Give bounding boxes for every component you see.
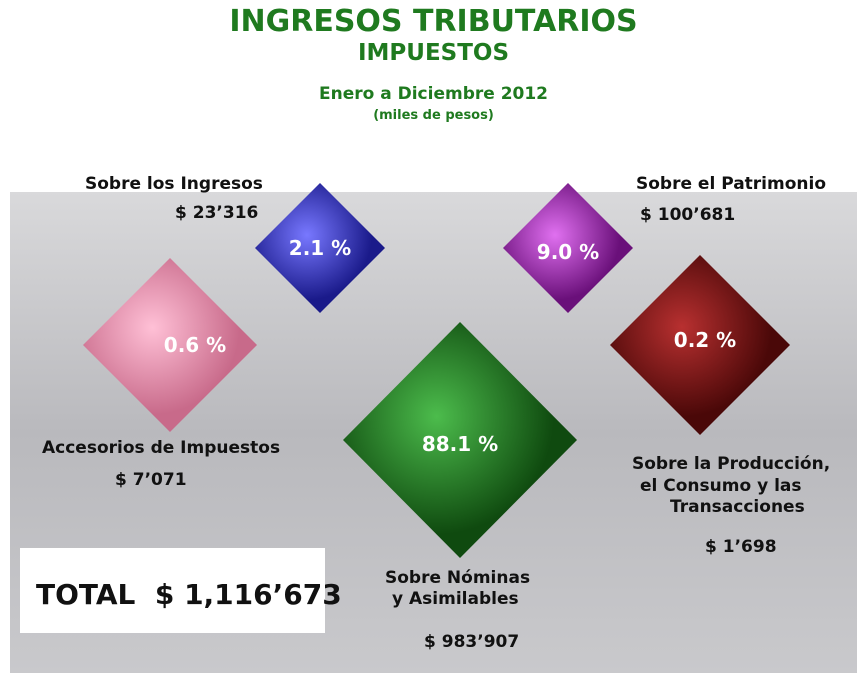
diamond: [255, 183, 385, 313]
item-name: y Asimilables: [392, 589, 519, 609]
units: (miles de pesos): [373, 108, 494, 123]
item-amount: $ 23’316: [175, 203, 259, 223]
item-amount: $ 100’681: [640, 205, 736, 225]
item-name: Transacciones: [670, 497, 805, 517]
title: INGRESOS TRIBUTARIOS: [229, 4, 638, 39]
item-amount: $ 7’071: [115, 470, 187, 490]
total: TOTAL $ 1,116’673: [36, 578, 342, 611]
period: Enero a Diciembre 2012: [318, 84, 549, 104]
item-percent: 0.2 %: [673, 328, 737, 352]
diamond: [83, 258, 257, 432]
item-percent: 88.1 %: [421, 432, 499, 456]
item-name: el Consumo y las: [640, 476, 802, 496]
diamond: [343, 322, 577, 558]
item-name: Sobre los Ingresos: [85, 174, 263, 194]
item-amount: $ 1’698: [705, 537, 777, 557]
diamond: [503, 183, 633, 313]
item-name: Accesorios de Impuestos: [42, 438, 281, 458]
item-name: Sobre Nóminas: [385, 568, 531, 588]
item-name: Sobre la Producción,: [632, 454, 831, 474]
diamond: [610, 255, 790, 435]
item-percent: 9.0 %: [536, 240, 600, 264]
total-box: [20, 548, 325, 633]
item-percent: 0.6 %: [163, 333, 227, 357]
item-name: Sobre el Patrimonio: [636, 174, 827, 194]
item-amount: $ 983’907: [424, 632, 520, 652]
subtitle: IMPUESTOS: [357, 40, 510, 66]
item-percent: 2.1 %: [288, 236, 352, 260]
